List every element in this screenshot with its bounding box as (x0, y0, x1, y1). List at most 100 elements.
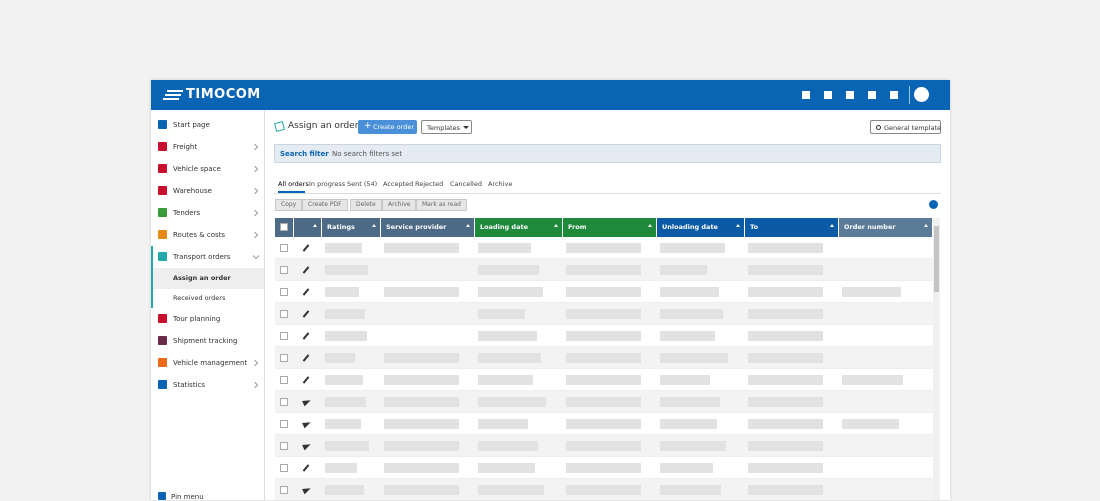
general-label: General template (884, 124, 942, 132)
header-icon[interactable] (824, 91, 832, 99)
row-checkbox[interactable] (280, 244, 288, 252)
nav-item[interactable]: Shipment tracking (151, 330, 264, 352)
table-row[interactable] (275, 435, 933, 457)
sort-icon (466, 224, 470, 227)
pin-checkbox[interactable] (158, 492, 166, 500)
nav-subitem[interactable] (153, 268, 264, 288)
tab[interactable]: Rejected (415, 180, 444, 188)
templates-button[interactable]: Templates (421, 120, 472, 134)
row-checkbox[interactable] (280, 376, 288, 384)
gear (876, 125, 881, 130)
sort-icon (924, 224, 928, 227)
edit-icon[interactable] (302, 244, 310, 252)
placeholder (478, 463, 535, 473)
header-icon[interactable] (890, 91, 898, 99)
tab[interactable]: Sent (54) (347, 180, 378, 188)
settings-gear[interactable] (929, 200, 938, 209)
general-template-button[interactable]: General template (870, 120, 941, 134)
tab[interactable]: Cancelled (450, 180, 482, 188)
table-row[interactable] (275, 413, 933, 435)
send-icon[interactable] (302, 485, 312, 495)
edit-icon[interactable] (302, 288, 310, 296)
table-row[interactable] (275, 479, 933, 500)
send-icon[interactable] (302, 419, 312, 429)
column-header[interactable]: From (563, 218, 657, 237)
tab[interactable]: In progress (309, 180, 346, 188)
edit-icon[interactable] (302, 376, 310, 384)
action-button[interactable]: Delete (350, 199, 382, 211)
row-checkbox[interactable] (280, 266, 288, 274)
edit-icon[interactable] (302, 332, 310, 340)
table-row[interactable] (275, 325, 933, 347)
header-icon[interactable] (802, 91, 810, 99)
table-row[interactable] (275, 303, 933, 325)
tab[interactable]: All orders (278, 180, 309, 188)
nav-label: Shipment tracking (173, 337, 238, 345)
column-header[interactable]: Loading date (475, 218, 563, 237)
nav-icon (158, 358, 167, 367)
row-checkbox[interactable] (280, 398, 288, 406)
tab[interactable]: Archive (488, 180, 513, 188)
row-checkbox[interactable] (280, 464, 288, 472)
action-button[interactable]: Archive (382, 199, 417, 211)
nav-label: Transport orders (173, 253, 231, 261)
send-icon[interactable] (302, 397, 312, 407)
nav-item[interactable]: Transport orders (151, 246, 264, 268)
action-button[interactable]: Create PDF (302, 199, 348, 211)
nav-item[interactable]: Statistics (151, 374, 264, 396)
column-header[interactable]: Ratings (322, 218, 381, 237)
placeholder (384, 441, 459, 451)
checkbox[interactable] (280, 223, 288, 231)
row-checkbox[interactable] (280, 486, 288, 494)
scrollbar-thumb[interactable] (934, 226, 939, 292)
placeholder (384, 419, 459, 429)
placeholder (566, 441, 641, 451)
tab[interactable]: Accepted (383, 180, 414, 188)
table-row[interactable] (275, 237, 933, 259)
nav-item[interactable]: Tour planning (151, 308, 264, 330)
edit-icon[interactable] (302, 310, 310, 318)
nav-label: Statistics (173, 381, 205, 389)
nav-subitem[interactable] (153, 288, 264, 308)
nav-group (151, 246, 264, 308)
chevron (254, 166, 259, 172)
placeholder (325, 309, 365, 319)
nav-item[interactable]: Freight (151, 136, 264, 158)
column-header[interactable]: Order number (839, 218, 933, 237)
action-button[interactable]: Copy (275, 199, 303, 211)
table-row[interactable] (275, 457, 933, 479)
send-icon[interactable] (302, 441, 312, 451)
avatar[interactable] (914, 87, 929, 102)
table-row[interactable] (275, 369, 933, 391)
placeholder (748, 243, 823, 253)
header-icon[interactable] (846, 91, 854, 99)
row-checkbox[interactable] (280, 332, 288, 340)
row-checkbox[interactable] (280, 420, 288, 428)
column-header[interactable]: To (745, 218, 839, 237)
edit-icon[interactable] (302, 464, 310, 472)
row-checkbox[interactable] (280, 442, 288, 450)
nav-item[interactable]: Tenders (151, 202, 264, 224)
edit-icon[interactable] (302, 354, 310, 362)
scrollbar-track (933, 218, 940, 500)
nav-item[interactable]: Start page (151, 114, 264, 136)
action-button[interactable]: Mark as read (416, 199, 467, 211)
column-header[interactable]: Service provider (381, 218, 475, 237)
table-row[interactable] (275, 259, 933, 281)
nav-item[interactable]: Vehicle space (151, 158, 264, 180)
column-header[interactable]: Unloading date (657, 218, 745, 237)
nav-item[interactable]: Routes & costs (151, 224, 264, 246)
row-checkbox[interactable] (280, 288, 288, 296)
sort-icon (372, 224, 376, 227)
nav-item[interactable]: Warehouse (151, 180, 264, 202)
header-icon[interactable] (868, 91, 876, 99)
table-row[interactable] (275, 281, 933, 303)
edit-icon[interactable] (302, 266, 310, 274)
table-row[interactable] (275, 347, 933, 369)
row-checkbox[interactable] (280, 310, 288, 318)
table-row[interactable] (275, 391, 933, 413)
row-checkbox[interactable] (280, 354, 288, 362)
nav-item[interactable]: Vehicle management (151, 352, 264, 374)
create-button[interactable]: + Create order (358, 120, 417, 134)
search-bar[interactable]: Search filter No search filters set (274, 144, 941, 163)
